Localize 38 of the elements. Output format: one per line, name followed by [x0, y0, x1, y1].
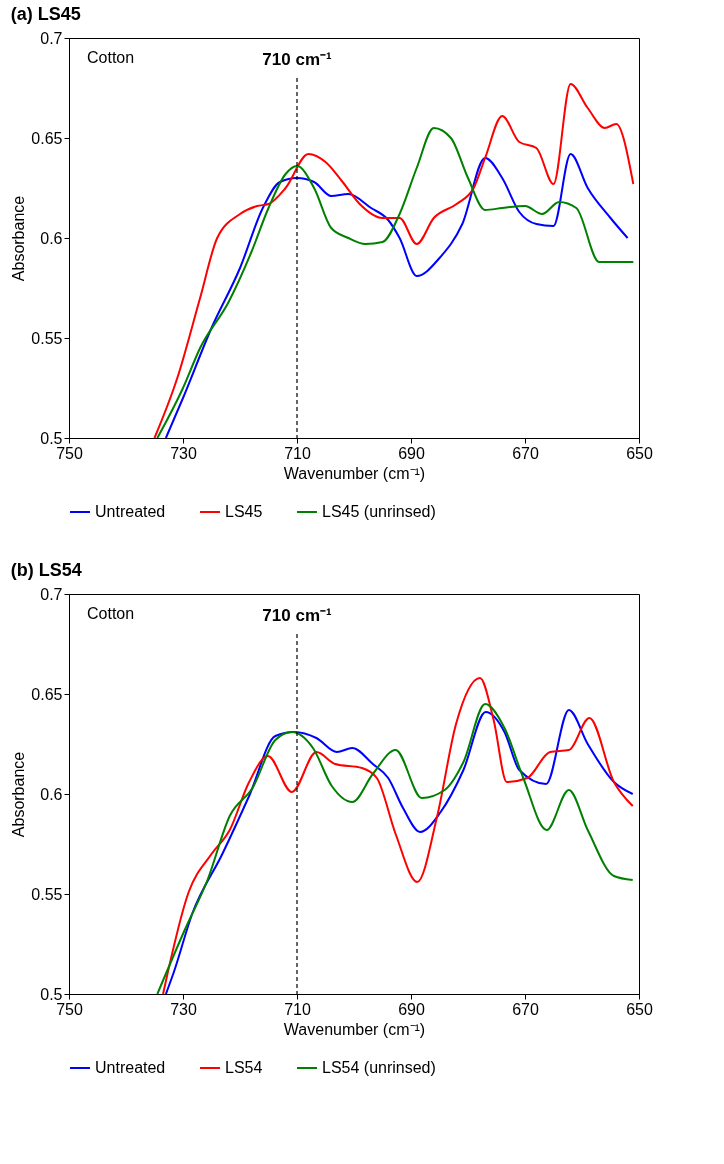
x-tick-label: 650	[626, 444, 653, 462]
legend-label: Untreated	[95, 503, 166, 520]
legend-label: LS45 (unrinsed)	[322, 503, 436, 520]
legend-label: LS54 (unrinsed)	[322, 1059, 436, 1076]
x-tick-label: 730	[170, 444, 197, 462]
chart-title: (b) LS54	[10, 560, 82, 580]
annotation: Cotton	[87, 49, 135, 66]
y-tick-label: 0.55	[31, 885, 63, 903]
x-tick-label: 750	[56, 444, 83, 462]
chart-title: (a) LS45	[10, 4, 81, 24]
x-axis-title: Wavenumber (cm⁻¹)	[283, 1020, 426, 1038]
x-tick-label: 670	[512, 444, 539, 462]
x-tick-label: 650	[626, 1000, 653, 1018]
x-tick-label: 710	[284, 444, 311, 462]
x-tick-label: 690	[398, 1000, 425, 1018]
legend-label: LS54	[225, 1059, 263, 1076]
ref-line-label: 710 cm⁻¹	[262, 50, 332, 69]
legend-label: LS45	[225, 503, 263, 520]
y-tick-label: 0.6	[40, 229, 63, 247]
ref-line-label: 710 cm⁻¹	[262, 606, 332, 625]
y-tick-label: 0.65	[31, 129, 63, 147]
y-tick-label: 0.5	[40, 985, 63, 1003]
x-axis-title: Wavenumber (cm⁻¹)	[283, 464, 426, 482]
x-tick-label: 750	[56, 1000, 83, 1018]
x-tick-label: 710	[284, 1000, 311, 1018]
y-tick-label: 0.7	[40, 29, 63, 47]
y-tick-label: 0.5	[40, 429, 63, 447]
x-tick-label: 730	[170, 1000, 197, 1018]
y-tick-label: 0.7	[40, 585, 63, 603]
y-tick-label: 0.65	[31, 685, 63, 703]
x-tick-label: 690	[398, 444, 425, 462]
y-tick-label: 0.6	[40, 785, 63, 803]
legend-label: Untreated	[95, 1059, 166, 1076]
y-axis-title: Absorbance	[10, 751, 28, 838]
x-tick-label: 670	[512, 1000, 539, 1018]
annotation: Cotton	[87, 605, 135, 622]
y-tick-label: 0.55	[31, 329, 63, 347]
y-axis-title: Absorbance	[10, 195, 28, 282]
